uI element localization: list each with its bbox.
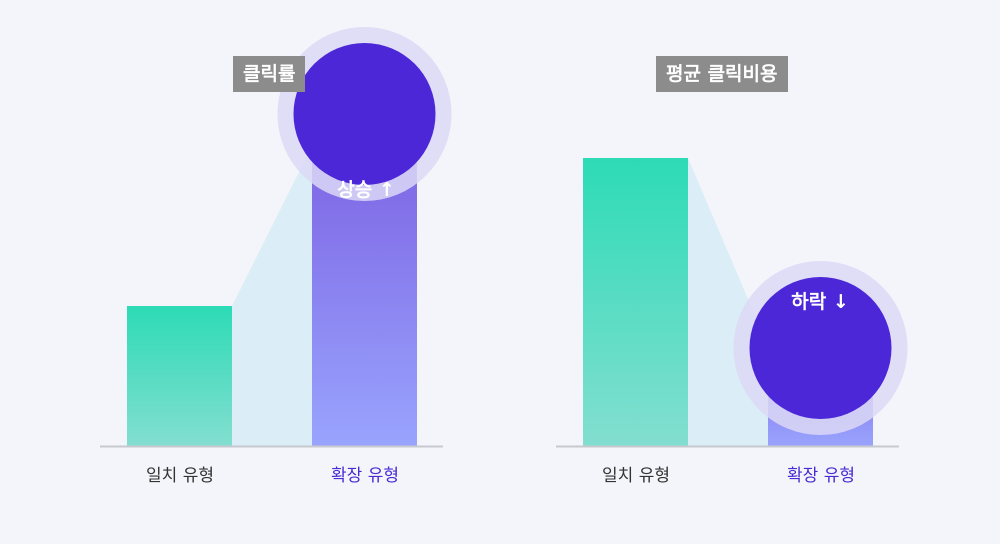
chart-title: 클릭률 [233,56,306,92]
chart-title: 평균 클릭비용 [656,56,788,92]
category-label-expand: 확장 유형 [331,466,399,486]
category-label-match: 일치 유형 [146,466,214,486]
cpc-chart-panel: 평균 클릭비용 일치 유형 확장 유형 하락 ↓ [456,0,956,544]
ctr-chart-panel: 클릭률 일치 유형 확장 유형 상승 ↑ [100,27,452,486]
bar-match [127,306,232,446]
trend-label: 하락 ↓ [791,291,849,313]
highlight-circle [749,277,892,419]
trend-label: 상승 ↑ [337,179,395,201]
ctr-chart [100,27,452,448]
connector-area [127,146,312,446]
highlight-circle [293,43,436,185]
cpc-chart [556,158,908,448]
category-label-expand: 확장 유형 [787,466,855,486]
category-label-match: 일치 유형 [602,466,670,486]
bar-match [583,158,688,446]
